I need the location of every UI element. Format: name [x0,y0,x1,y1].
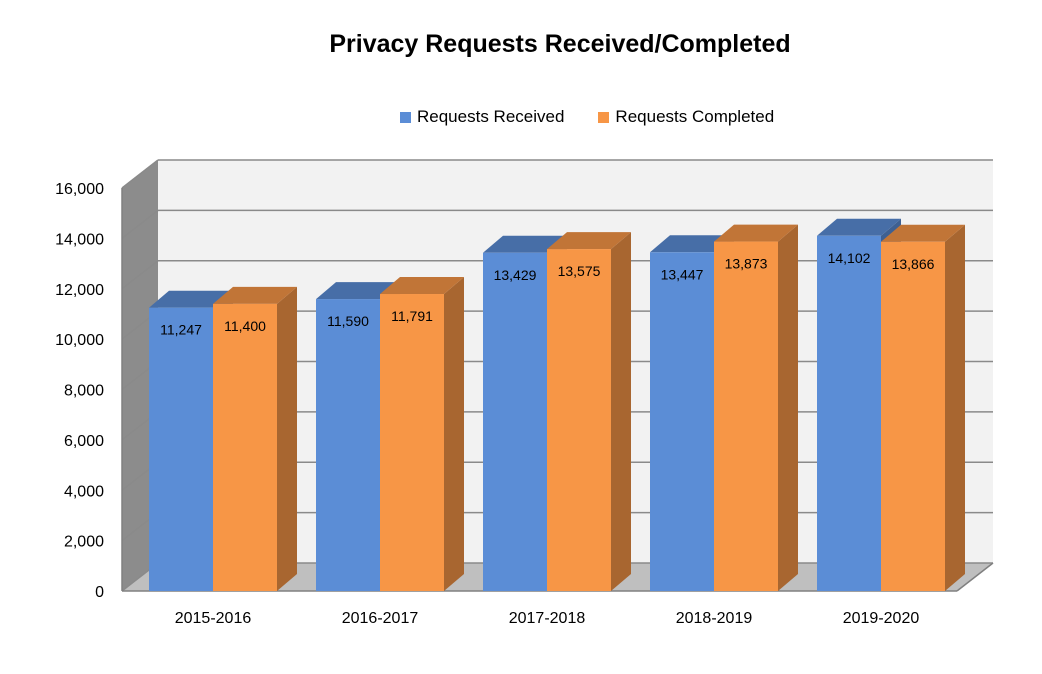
legend-item-completed: Requests Completed [598,107,774,127]
bar-side [778,224,798,592]
y-tick-label: 4,000 [64,483,104,500]
data-label: 13,575 [558,263,601,279]
bar-top [149,290,233,308]
bar-top [650,235,734,253]
x-tick-label: 2018-2019 [676,610,753,627]
bar-side [945,224,965,591]
bar-top [881,224,965,242]
y-tick-label: 8,000 [64,383,104,400]
legend-label-completed: Requests Completed [615,107,775,126]
bar [817,235,881,591]
data-label: 13,866 [892,256,935,272]
bar [483,252,547,591]
data-label: 11,791 [391,308,433,324]
y-tick-label: 6,000 [64,433,104,450]
legend-swatch-received [400,111,411,123]
data-label: 11,400 [224,318,266,334]
y-tick-label: 14,000 [55,231,104,248]
bar [714,241,778,592]
data-label: 13,447 [661,266,704,282]
data-label: 14,102 [828,250,871,266]
bar-top [213,286,297,304]
x-tick-label: 2017-2018 [509,610,586,627]
gridline-side [121,159,159,189]
legend-swatch-completed [598,111,610,123]
bar [881,241,945,591]
bar-side [444,277,464,591]
bar-top [316,282,400,300]
bar [650,252,714,591]
y-tick-label: 12,000 [55,282,104,299]
bar-top [817,218,901,236]
bar-side [611,232,631,591]
legend-item-received: Requests Received [400,107,564,127]
data-label: 11,247 [160,322,202,338]
x-tick-label: 2019-2020 [843,610,920,627]
y-tick-label: 2,000 [64,534,104,551]
legend-label-received: Requests Received [417,107,565,126]
x-tick-label: 2015-2016 [175,610,252,627]
y-tick-label: 16,000 [55,181,104,198]
x-tick-label: 2016-2017 [342,610,419,627]
data-label: 13,429 [494,267,537,283]
bar-side [277,286,297,591]
chart-title: Privacy Requests Received/Completed [329,30,791,58]
bar [316,299,380,591]
data-label: 11,590 [327,313,369,329]
bar [213,303,277,591]
bar [547,249,611,591]
bar-top [547,232,631,250]
data-label: 13,873 [725,256,768,272]
floor-edge [956,562,994,592]
legend: Requests Received Requests Completed [400,107,774,127]
y-tick-label: 10,000 [55,332,104,349]
bar [380,294,444,591]
gridline-side [121,260,159,290]
bar-top [714,224,798,242]
gridline-side [121,209,159,239]
y-tick-label: 0 [95,584,104,601]
bar-top [380,277,464,295]
bar [149,307,213,591]
bar-top [483,235,567,253]
